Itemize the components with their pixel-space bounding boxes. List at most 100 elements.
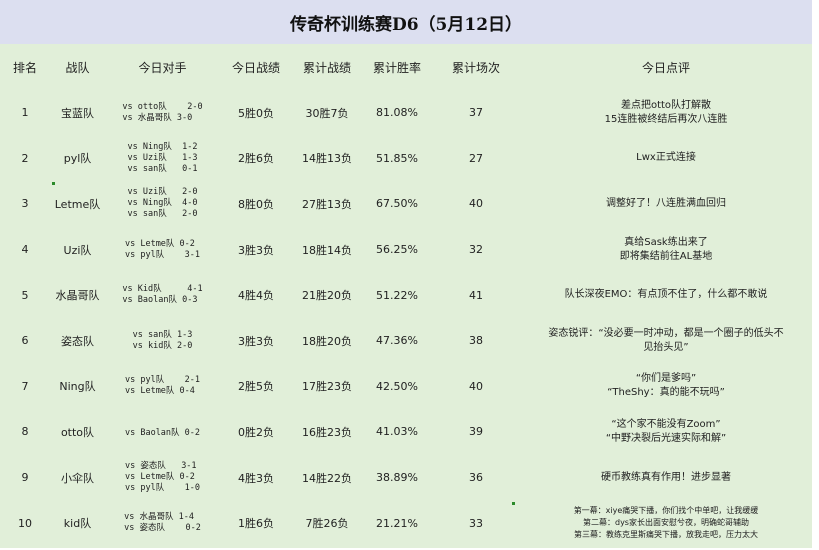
comment-line: 姿态锐评：“没必要一时冲动，都是一个圈子的低头不 [548,327,784,339]
opponents-cell: vs otto队 2-0 vs 水晶哥队 3-0 [105,90,220,136]
comment-cell: 姿态锐评：“没必要一时冲动，都是一个圈子的低头不 见抬头见” [520,318,812,364]
total-record-cell: 18胜20负 [302,334,352,348]
total-record-cell: 7胜26负 [305,517,349,531]
today-record-cell: 0胜2负 [238,425,274,439]
games-played-cell: 39 [469,425,483,439]
team-cell: pyl队 [63,152,92,166]
today-record-cell: 3胜3负 [238,243,274,257]
today-record-cell: 1胜6负 [238,517,274,531]
opponent-result: vs pyl队 1-0 [124,483,201,494]
opponent-list: vs otto队 2-0 vs 水晶哥队 3-0 [122,102,202,124]
games-played-cell: 40 [469,197,483,211]
rank-cell: 8 [21,425,29,439]
header-games: 累计场次 [451,60,500,75]
win-rate-cell: 67.50% [376,197,418,211]
table-row: 3 Letme队 vs Uzi队 2-0 vs Ning队 4-0 vs san队 2-… [0,181,812,227]
opponent-result: vs Letme队 0-4 [124,386,195,397]
games-played-cell: 36 [469,471,483,485]
comment-cell: “你们是爹吗” “TheShy：真的能不玩吗” [520,364,812,410]
team-cell: Uzi队 [63,243,92,257]
table-row: 9 小伞队 vs 姿态队 3-1 vs Letme队 0-2 vs pyl队 1-0 4胜… [0,455,812,501]
opponents-cell: vs san队 1-3 vs kid队 2-0 [105,318,220,364]
opponent-list: vs pyl队 2-1 vs Letme队 0-4 [125,375,200,397]
table-row: 2 pyl队 vs Ning队 1-2 vs Uzi队 1-3 vs san队 0-1 2… [0,136,812,182]
comment-line: 即将集结前往AL基地 [619,250,713,262]
today-record-cell: 4胜3负 [238,471,274,485]
total-record-cell: 16胜23负 [302,425,352,439]
header-comment: 今日点评 [641,60,690,75]
header-opponents: 今日对手 [138,60,187,75]
opponents-cell: vs Kid队 4-1 vs Baolan队 0-3 [105,272,220,318]
opponent-result: vs san队 2-0 [127,209,198,220]
table-row: 8 otto队 vs Baolan队 0-2 0胜2负 16胜23负 41.03% 39 “这… [0,409,812,455]
total-record-cell: 14胜13负 [302,152,352,166]
table-row: 10 kid队 vs 水晶哥队 1-4 vs 姿态队 0-2 1胜6负 7胜26负 21.2… [0,500,812,546]
comment-cell: 队长深夜EMO：有点顶不住了，什么都不敢说 [520,272,812,318]
opponent-result: vs 水晶哥队 3-0 [122,112,193,123]
team-cell: Letme队 [54,197,101,211]
team-cell: kid队 [63,517,92,531]
games-played-cell: 40 [469,379,483,393]
table-row: 7 Ning队 vs pyl队 2-1 vs Letme队 0-4 2胜5负 17胜23负… [0,364,812,410]
opponent-result: vs Ning队 1-2 [127,141,198,152]
today-record-cell: 4胜4负 [238,289,274,303]
comment-cell: 硬币教练真有作用！进步显著 [520,455,812,501]
rank-cell: 2 [21,151,29,165]
comment-cell: 真给Sask练出来了 即将集结前往AL基地 [520,227,812,273]
opponent-list: vs Uzi队 2-0 vs Ning队 4-0 vs san队 2-0 [128,187,198,220]
win-rate-cell: 51.22% [376,288,418,302]
opponents-cell: vs Ning队 1-2 vs Uzi队 1-3 vs san队 0-1 [105,136,220,182]
header-team: 战队 [65,60,90,75]
team-cell: 水晶哥队 [55,289,100,303]
games-played-cell: 41 [469,288,483,302]
opponent-result: vs san队 1-3 [132,329,193,340]
opponent-list: vs 姿态队 3-1 vs Letme队 0-2 vs pyl队 1-0 [125,461,200,494]
comment-cell: 调整好了！八连胜满血回归 [520,181,812,227]
games-played-cell: 38 [469,334,483,348]
opponent-result: vs Ning队 4-0 [127,198,198,209]
header-rate: 累计胜率 [372,60,421,75]
opponent-result: vs Uzi队 1-3 [127,152,198,163]
comment-line: “你们是爹吗” [635,373,697,385]
opponent-result: vs pyl队 2-1 [124,375,201,386]
games-played-cell: 32 [469,243,483,257]
table-row: 1 宝蓝队 vs otto队 2-0 vs 水晶哥队 3-0 5胜0负 30胜7负 81.0… [0,90,812,136]
opponent-result: vs 姿态队 3-1 [124,461,197,472]
rank-cell: 10 [18,516,32,530]
stray-mark [512,502,515,505]
team-cell: 宝蓝队 [61,106,94,120]
opponent-result: vs Uzi队 2-0 [127,187,198,198]
comment-line: 差点把otto队打解散 [620,99,712,111]
comment-line: “中野决裂后光速实际和解” [605,432,727,444]
opponents-cell: vs pyl队 2-1 vs Letme队 0-4 [105,364,220,410]
comment-line: 调整好了！八连胜满血回归 [606,197,726,209]
opponent-list: vs 水晶哥队 1-4 vs 姿态队 0-2 [124,512,201,534]
stray-mark [52,182,55,185]
opponent-list: vs Kid队 4-1 vs Baolan队 0-3 [122,284,202,306]
opponent-result: vs san队 0-1 [127,163,198,174]
comment-line: 第三幕：教练克里斯痛哭下播，放我走吧，压力太大 [574,530,758,540]
comment-line: 真给Sask练出来了 [624,236,708,248]
table-row: 6 姿态队 vs san队 1-3 vs kid队 2-0 3胜3负 18胜20负 47.3… [0,318,812,364]
rank-cell: 9 [21,471,29,485]
comment-cell: Lwx正式连接 [520,136,812,182]
opponent-result: vs Baolan队 0-3 [122,295,198,306]
win-rate-cell: 42.50% [376,379,418,393]
opponent-list: vs san队 1-3 vs kid队 2-0 [133,330,193,352]
comment-line: 见抬头见” [643,341,689,353]
opponents-cell: vs 水晶哥队 1-4 vs 姿态队 0-2 [105,500,220,546]
team-cell: 小伞队 [61,471,94,485]
opponent-result: vs kid队 2-0 [132,340,193,351]
comment-cell: 第一幕：xiye痛哭下播，你们找个中单吧，让我缓缓 第二幕：dys家长出面安慰兮夜… [520,500,812,546]
comment-line: Lwx正式连接 [636,152,696,164]
opponent-list: vs Baolan队 0-2 [125,428,200,439]
total-record-cell: 30胜7负 [305,106,349,120]
total-record-cell: 17胜23负 [302,380,352,394]
comment-cell: “这个家不能没有Zoom” “中野决裂后光速实际和解” [520,409,812,455]
opponent-result: vs otto队 2-0 [122,101,203,112]
comment-line: “TheShy：真的能不玩吗” [607,387,725,399]
opponent-list: vs Ning队 1-2 vs Uzi队 1-3 vs san队 0-1 [128,142,198,175]
total-record-cell: 14胜22负 [302,471,352,485]
opponent-result: vs 水晶哥队 1-4 [124,512,194,523]
